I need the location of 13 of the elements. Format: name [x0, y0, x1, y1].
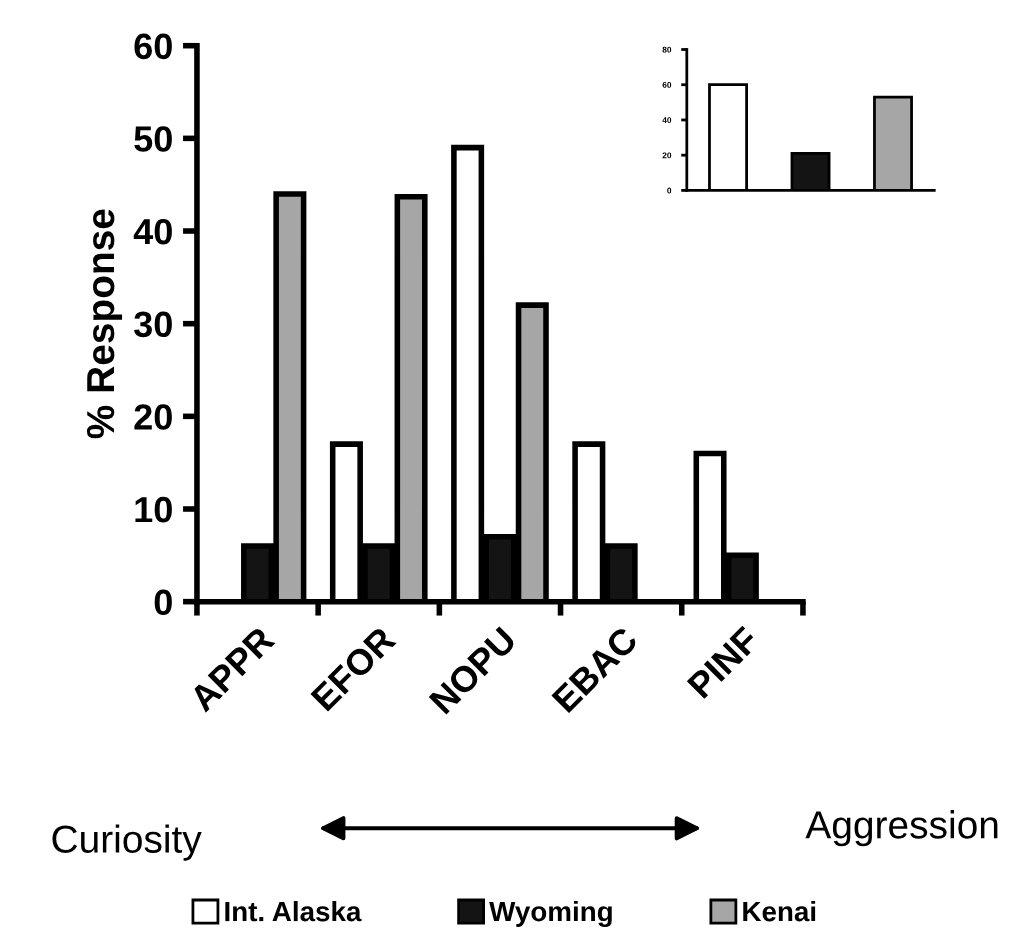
y-axis-title: % Response — [86, 209, 123, 439]
legend-label: Int. Alaska — [225, 900, 362, 922]
text: Curiosity — [52, 824, 202, 861]
text: Aggression — [805, 810, 998, 847]
y-tick-label: 10 — [135, 496, 172, 523]
legend-label: Kenai — [743, 900, 816, 922]
y-tick-label: 20 — [134, 404, 172, 430]
y-tick-label: 40 — [133, 218, 172, 245]
y-tick-label: 60 — [134, 33, 172, 60]
y-tick-label: 30 — [134, 311, 172, 338]
legend-label: Wyoming — [489, 900, 612, 927]
y-tick-label: 50 — [134, 126, 172, 152]
y-tick-label: 0 — [154, 589, 172, 616]
